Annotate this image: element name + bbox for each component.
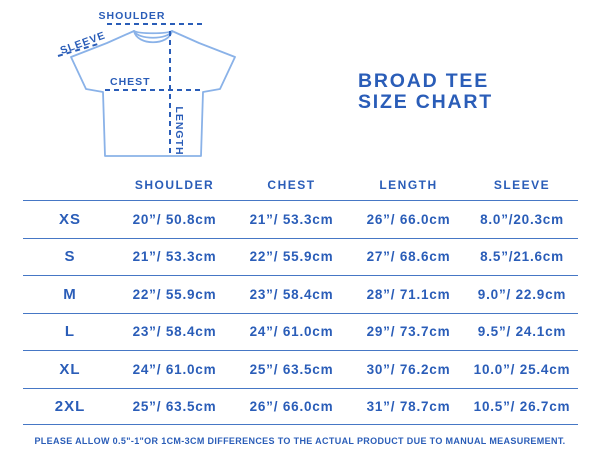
chest-value: 22”/ 55.9cm: [249, 249, 334, 265]
tshirt-outline: [70, 30, 236, 157]
header-sleeve: SLEEVE: [493, 178, 551, 192]
tshirt-diagram-icon: SHOULDER SLEEVE CHEST LENGTH: [57, 10, 236, 157]
length-diagram-label: LENGTH: [173, 106, 185, 155]
sleeve-value: 9.5”/ 24.1cm: [477, 324, 567, 340]
size-label: M: [63, 285, 77, 303]
size-label: XS: [58, 210, 81, 228]
measurement-disclaimer: PLEASE ALLOW 0.5"-1"OR 1CM-3CM DIFFERENC…: [34, 436, 566, 446]
table-row-2xl: 2XL 25”/ 63.5cm 26”/ 66.0cm 31”/ 78.7cm …: [23, 387, 578, 425]
page-title-line2: SIZE CHART: [358, 91, 493, 113]
chest-value: 24”/ 61.0cm: [249, 324, 334, 340]
shoulder-value: 24”/ 61.0cm: [132, 361, 217, 377]
size-table-header: SHOULDER CHEST LENGTH SLEEVE: [23, 170, 578, 200]
chest-value: 25”/ 63.5cm: [249, 361, 334, 377]
header-chest: CHEST: [267, 178, 316, 192]
shoulder-value: 25”/ 63.5cm: [132, 398, 217, 414]
size-label: 2XL: [54, 397, 86, 415]
table-row-l: L 23”/ 58.4cm 24”/ 61.0cm 29”/ 73.7cm 9.…: [23, 312, 578, 351]
table-row-xl: XL 24”/ 61.0cm 25”/ 63.5cm 30”/ 76.2cm 1…: [23, 350, 578, 388]
table-row-m: M 22”/ 55.9cm 23”/ 58.4cm 28”/ 71.1cm 9.…: [23, 275, 578, 313]
length-value: 27”/ 68.6cm: [366, 249, 451, 265]
header-length: LENGTH: [379, 178, 438, 192]
measurement-lines: [57, 23, 204, 157]
header-size-blank: [23, 170, 117, 200]
shoulder-value: 22”/ 55.9cm: [132, 286, 217, 302]
tshirt-measurement-diagram: SHOULDER SLEEVE CHEST LENGTH: [40, 0, 260, 175]
table-row-xs: XS 20”/ 50.8cm 21”/ 53.3cm 26”/ 66.0cm 8…: [23, 200, 578, 238]
chest-value: 26”/ 66.0cm: [249, 398, 334, 414]
length-value: 31”/ 78.7cm: [366, 398, 451, 414]
size-label: XL: [59, 360, 81, 378]
chest-diagram-label: CHEST: [110, 76, 151, 88]
header-shoulder: SHOULDER: [134, 178, 215, 192]
sleeve-value: 10.0”/ 25.4cm: [473, 361, 571, 377]
shoulder-diagram-label: SHOULDER: [99, 10, 166, 22]
chest-value: 23”/ 58.4cm: [249, 286, 334, 302]
sleeve-value: 10.5”/ 26.7cm: [473, 398, 571, 414]
size-label: L: [64, 323, 76, 341]
page-title-line1: BROAD TEE: [358, 70, 490, 92]
sleeve-measure-line: [57, 43, 99, 57]
size-label: S: [64, 248, 76, 266]
sleeve-value: 8.0”/20.3cm: [480, 211, 564, 227]
length-value: 26”/ 66.0cm: [366, 211, 451, 227]
size-table: SHOULDER CHEST LENGTH SLEEVE XS 20”/ 50.…: [23, 170, 578, 425]
shoulder-value: 20”/ 50.8cm: [132, 211, 217, 227]
sleeve-value: 8.5”/21.6cm: [480, 249, 564, 265]
sleeve-value: 9.0”/ 22.9cm: [477, 286, 567, 302]
chest-value: 21”/ 53.3cm: [249, 211, 334, 227]
length-value: 29”/ 73.7cm: [366, 324, 451, 340]
shoulder-value: 23”/ 58.4cm: [132, 324, 217, 340]
shoulder-value: 21”/ 53.3cm: [132, 249, 217, 265]
table-row-s: S 21”/ 53.3cm 22”/ 55.9cm 27”/ 68.6cm 8.…: [23, 237, 578, 276]
length-value: 28”/ 71.1cm: [366, 286, 451, 302]
page-title: BROAD TEE SIZE CHART: [358, 71, 493, 113]
length-value: 30”/ 76.2cm: [366, 361, 451, 377]
